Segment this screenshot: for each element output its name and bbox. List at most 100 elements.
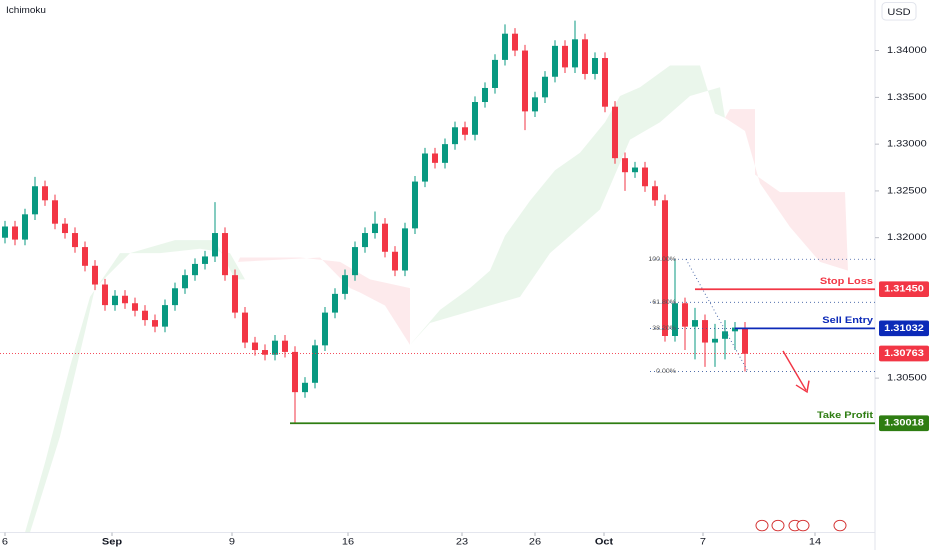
- candle-body: [462, 127, 468, 135]
- level-tag: [879, 415, 929, 432]
- event-icon[interactable]: [755, 519, 769, 532]
- candle-body: [742, 327, 748, 354]
- candle-body: [492, 59, 498, 88]
- candle-body: [572, 39, 578, 68]
- x-tick-label: 6: [2, 537, 8, 547]
- candle-body: [202, 256, 208, 264]
- candle-body: [362, 233, 368, 248]
- candle-body: [192, 263, 198, 276]
- candle-body: [232, 275, 238, 313]
- candle-body: [222, 233, 228, 276]
- candle-body: [522, 50, 528, 112]
- candle-body: [352, 247, 358, 276]
- candle-body: [52, 200, 58, 224]
- candle-body: [122, 295, 128, 304]
- x-tick-label: Sep: [102, 537, 122, 547]
- candle-body: [292, 351, 298, 393]
- candle-body: [72, 233, 78, 248]
- x-tick-label: 26: [529, 537, 542, 547]
- candle-body: [632, 167, 638, 173]
- candle-body: [732, 327, 738, 332]
- cloud-bearish: [238, 257, 410, 345]
- y-tick-label: 1.33000: [887, 139, 927, 149]
- y-tick-label: 1.32000: [887, 233, 927, 243]
- candle-body: [42, 186, 48, 201]
- candle-body: [602, 58, 608, 107]
- candle-body: [322, 312, 328, 346]
- candle-body: [102, 284, 108, 306]
- level-price-label: 1.31032: [884, 323, 924, 333]
- candle-body: [212, 233, 218, 257]
- level-price-label: 1.31450: [884, 284, 924, 294]
- candle-body: [112, 295, 118, 306]
- x-tick-label: 9: [229, 537, 235, 547]
- candle-body: [482, 87, 488, 103]
- level-tag: [879, 320, 929, 337]
- candle-body: [452, 127, 458, 145]
- candle-body: [262, 350, 268, 355]
- currency-button[interactable]: [881, 2, 917, 21]
- y-tick-label: 1.30500: [887, 373, 927, 383]
- candle-body: [702, 320, 708, 343]
- candle-body: [342, 275, 348, 294]
- event-icon[interactable]: [796, 519, 810, 532]
- candle-body: [552, 45, 558, 77]
- fib-label: 0.00%: [656, 369, 676, 376]
- level-name: Take Profit: [817, 410, 874, 420]
- candle-body: [162, 305, 168, 327]
- candle-body: [22, 214, 28, 240]
- x-tick-label: 7: [700, 537, 706, 547]
- candle-body: [712, 338, 718, 343]
- candle-body: [672, 303, 678, 336]
- last-price-label: 1.30763: [884, 349, 924, 359]
- candle-body: [152, 320, 158, 327]
- x-tick-label: 23: [456, 537, 469, 547]
- candle-body: [402, 228, 408, 271]
- event-icon[interactable]: [833, 519, 847, 532]
- candle-body: [182, 275, 188, 289]
- candle-body: [332, 293, 338, 313]
- candle-body: [2, 226, 8, 238]
- currency-label[interactable]: USD: [887, 7, 910, 17]
- y-tick-label: 1.33500: [887, 92, 927, 102]
- candle-body: [642, 167, 648, 187]
- candle-body: [302, 382, 308, 393]
- candle-body: [282, 340, 288, 352]
- candle-body: [412, 181, 418, 229]
- candle-body: [722, 331, 728, 339]
- indicator-name: Ichimoku: [6, 5, 46, 14]
- candle-body: [662, 200, 668, 336]
- x-tick-label: Oct: [595, 537, 614, 547]
- candle-body: [132, 303, 138, 311]
- candle-body: [12, 226, 18, 240]
- fib-label: 100.00%: [648, 256, 676, 263]
- candle-body: [542, 76, 548, 98]
- candle-body: [582, 39, 588, 74]
- cloud-bullish: [410, 65, 725, 345]
- candle-body: [652, 186, 658, 201]
- y-tick-label: 1.34000: [887, 46, 927, 56]
- level-tag: [879, 281, 929, 298]
- candle-body: [312, 345, 318, 383]
- candle-body: [82, 247, 88, 266]
- candle-body: [682, 303, 688, 327]
- fib-label: 38.20%: [652, 325, 676, 332]
- candle-body: [92, 265, 98, 285]
- candle-body: [512, 33, 518, 51]
- candle-body: [392, 251, 398, 271]
- last-price-tag: [879, 345, 929, 362]
- candle-body: [252, 342, 258, 351]
- event-icon[interactable]: [771, 519, 785, 532]
- fib-label: 61.80%: [652, 299, 676, 306]
- candle-body: [622, 158, 628, 173]
- x-tick-label: 16: [342, 537, 355, 547]
- candle-body: [432, 153, 438, 163]
- candle-body: [372, 223, 378, 234]
- candle-body: [692, 320, 698, 327]
- candle-body: [62, 223, 68, 234]
- candle-body: [472, 102, 478, 135]
- x-tick-label: 14: [809, 537, 822, 547]
- candle-body: [532, 97, 538, 112]
- candle-body: [442, 144, 448, 163]
